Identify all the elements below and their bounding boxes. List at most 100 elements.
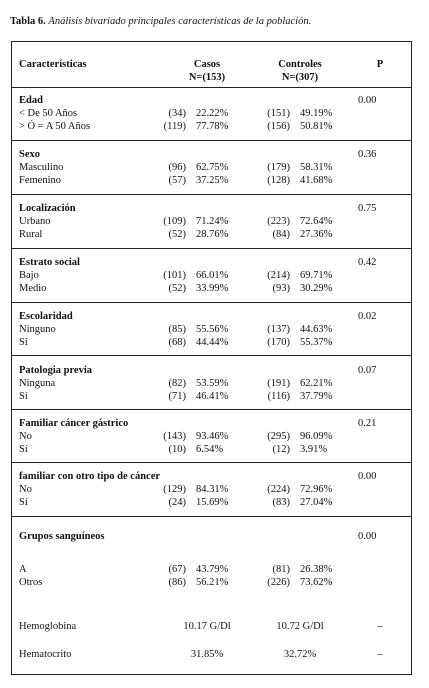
- section-title: familiar con otro tipo de cáncer: [19, 471, 161, 482]
- casos-count: (82): [168, 378, 187, 389]
- controles-count: (223): [267, 216, 290, 227]
- controles-count: (224): [267, 484, 290, 495]
- controles-percent: 26.38%: [300, 564, 333, 575]
- casos-count: (86): [168, 577, 187, 588]
- casos-percent: 66.01%: [196, 270, 229, 281]
- row-label: Urbano: [19, 216, 51, 227]
- controles-count: (84): [272, 229, 291, 240]
- casos-percent: 28.76%: [196, 229, 229, 240]
- controles-percent: 27.36%: [300, 229, 333, 240]
- row-label: No: [19, 431, 32, 442]
- section-title: Familiar cáncer gástrico: [19, 418, 129, 429]
- controles-percent: 72.96%: [300, 484, 333, 495]
- controles-percent: 58.31%: [300, 162, 333, 173]
- extra-label: Hemoglobina: [19, 621, 77, 632]
- controles-percent: 49.19%: [300, 108, 333, 119]
- controles-percent: 44.63%: [300, 324, 333, 335]
- controles-count: (226): [267, 577, 290, 588]
- extra-casos: 10.17 G/Dl: [183, 621, 231, 632]
- casos-count: (52): [168, 229, 187, 240]
- section-divider: [12, 409, 411, 410]
- controles-count: (128): [267, 175, 290, 186]
- casos-percent: 15.69%: [196, 497, 229, 508]
- row-label: > Ó = A 50 Años: [19, 121, 91, 132]
- table-caption: Tabla 6. Análisis bivariado principales …: [10, 16, 311, 27]
- casos-count: (34): [168, 108, 187, 119]
- section-divider: [12, 248, 411, 249]
- header-controles: Controles: [278, 59, 322, 70]
- section-title: Localización: [19, 203, 76, 214]
- casos-percent: 77.78%: [196, 121, 229, 132]
- row-label: A: [19, 564, 27, 575]
- casos-count: (67): [168, 564, 187, 575]
- controles-count: (170): [267, 337, 290, 348]
- casos-percent: 33.99%: [196, 283, 229, 294]
- controles-percent: 3.91%: [300, 444, 328, 455]
- section-p-value: 0.02: [358, 311, 377, 322]
- row-label: Femenino: [19, 175, 61, 186]
- extra-p: –: [377, 621, 383, 632]
- controles-percent: 55.37%: [300, 337, 333, 348]
- casos-percent: 53.59%: [196, 378, 229, 389]
- casos-percent: 55.56%: [196, 324, 229, 335]
- casos-count: (71): [168, 391, 187, 402]
- controles-count: (179): [267, 162, 290, 173]
- casos-count: (85): [168, 324, 187, 335]
- casos-percent: 71.24%: [196, 216, 229, 227]
- row-label: Sí: [19, 497, 28, 508]
- section-title: Patologia previa: [19, 365, 93, 376]
- casos-count: (24): [168, 497, 187, 508]
- extra-label: Hematocrito: [19, 649, 72, 660]
- casos-count: (57): [168, 175, 187, 186]
- controles-count: (83): [272, 497, 291, 508]
- row-label: Otros: [19, 577, 43, 588]
- controles-count: (191): [267, 378, 290, 389]
- section-p-value: 0.00: [358, 471, 377, 482]
- controles-percent: 73.62%: [300, 577, 333, 588]
- header-p: P: [376, 59, 384, 70]
- row-label: < De 50 Años: [19, 108, 78, 119]
- header-caracteristicas: Características: [19, 59, 87, 70]
- casos-percent: 22.22%: [196, 108, 229, 119]
- casos-count: (52): [168, 283, 187, 294]
- row-label: Masculino: [19, 162, 64, 173]
- row-label: Bajo: [19, 270, 39, 281]
- section-p-value: 0.75: [358, 203, 377, 214]
- controles-count: (156): [267, 121, 290, 132]
- controles-count: (93): [272, 283, 291, 294]
- row-label: Si: [19, 337, 28, 348]
- casos-percent: 37.25%: [196, 175, 229, 186]
- caption-text: Análisis bivariado principales caracterí…: [48, 16, 312, 27]
- row-label: Rural: [19, 229, 43, 240]
- section-divider: [12, 140, 411, 141]
- extra-casos: 31.85%: [190, 649, 224, 660]
- casos-percent: 6.54%: [196, 444, 224, 455]
- controles-count: (12): [272, 444, 291, 455]
- section-title: Estrato social: [19, 257, 80, 268]
- header-controles-n: N=(307): [281, 72, 319, 83]
- controles-percent: 69.71%: [300, 270, 333, 281]
- section-divider: [12, 516, 411, 517]
- casos-percent: 84.31%: [196, 484, 229, 495]
- section-p-value: 0.21: [358, 418, 377, 429]
- row-label: No: [19, 484, 32, 495]
- controles-percent: 37.79%: [300, 391, 333, 402]
- section-p-value: 0.07: [358, 365, 377, 376]
- controles-percent: 72.64%: [300, 216, 333, 227]
- casos-count: (101): [163, 270, 186, 281]
- extra-p: –: [377, 649, 383, 660]
- section-p-value: 0.00: [358, 531, 377, 542]
- casos-percent: 93.46%: [196, 431, 229, 442]
- section-title: Escolaridad: [19, 311, 73, 322]
- section-title: Sexo: [19, 149, 40, 160]
- casos-percent: 46.41%: [196, 391, 229, 402]
- row-label: Ninguno: [19, 324, 56, 335]
- section-divider: [12, 302, 411, 303]
- extra-controles: 32.72%: [283, 649, 317, 660]
- controles-percent: 50.81%: [300, 121, 333, 132]
- row-label: Medio: [19, 283, 47, 294]
- controles-percent: 30.29%: [300, 283, 333, 294]
- controles-count: (137): [267, 324, 290, 335]
- header-divider: [12, 87, 411, 88]
- controles-percent: 96.09%: [300, 431, 333, 442]
